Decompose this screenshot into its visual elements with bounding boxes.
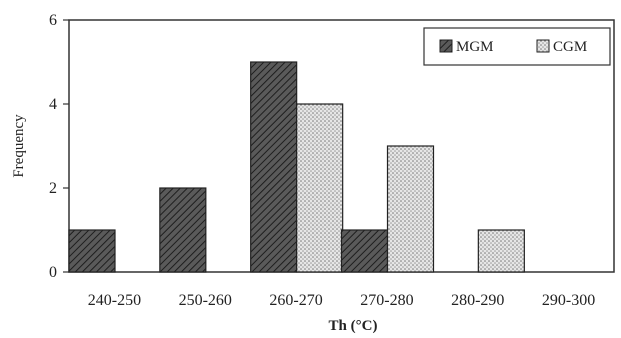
bar-mgm-250-260 [159, 187, 207, 273]
x-axis-title: Th (°C) [329, 318, 378, 334]
y-tick-label: 0 [49, 264, 57, 281]
bar-mgm-240-250 [68, 229, 116, 273]
legend-box [423, 27, 611, 66]
x-tick-label: 250-260 [179, 292, 232, 309]
y-axis: 0 2 4 6 [49, 12, 69, 281]
legend-label-mgm: MGM [456, 39, 494, 55]
y-axis-title: Frequency [11, 114, 27, 178]
legend-swatch-cgm [536, 39, 550, 53]
x-tick-label: 240-250 [88, 292, 141, 309]
bar-cgm-270-280 [386, 145, 435, 273]
x-tick-label: 280-290 [451, 292, 504, 309]
legend-swatch-mgm [439, 39, 453, 53]
y-tick-label: 2 [49, 180, 57, 197]
bar-mgm-260-270 [250, 61, 298, 273]
y-tick-label: 4 [49, 96, 57, 113]
x-tick-label: 290-300 [542, 292, 595, 309]
legend-label-cgm: CGM [553, 39, 587, 55]
bar-cgm-280-290 [477, 229, 525, 273]
legend: MGM CGM [423, 27, 611, 66]
x-tick-label: 270-280 [360, 292, 413, 309]
y-tick-label: 6 [49, 12, 57, 29]
bars-group [68, 61, 525, 273]
x-tick-label: 260-270 [269, 292, 322, 309]
x-axis: 240-250 250-260 260-270 270-280 280-290 290-3… [88, 292, 595, 309]
bar-mgm-270-280 [340, 229, 389, 273]
bar-cgm-260-270 [296, 103, 344, 273]
